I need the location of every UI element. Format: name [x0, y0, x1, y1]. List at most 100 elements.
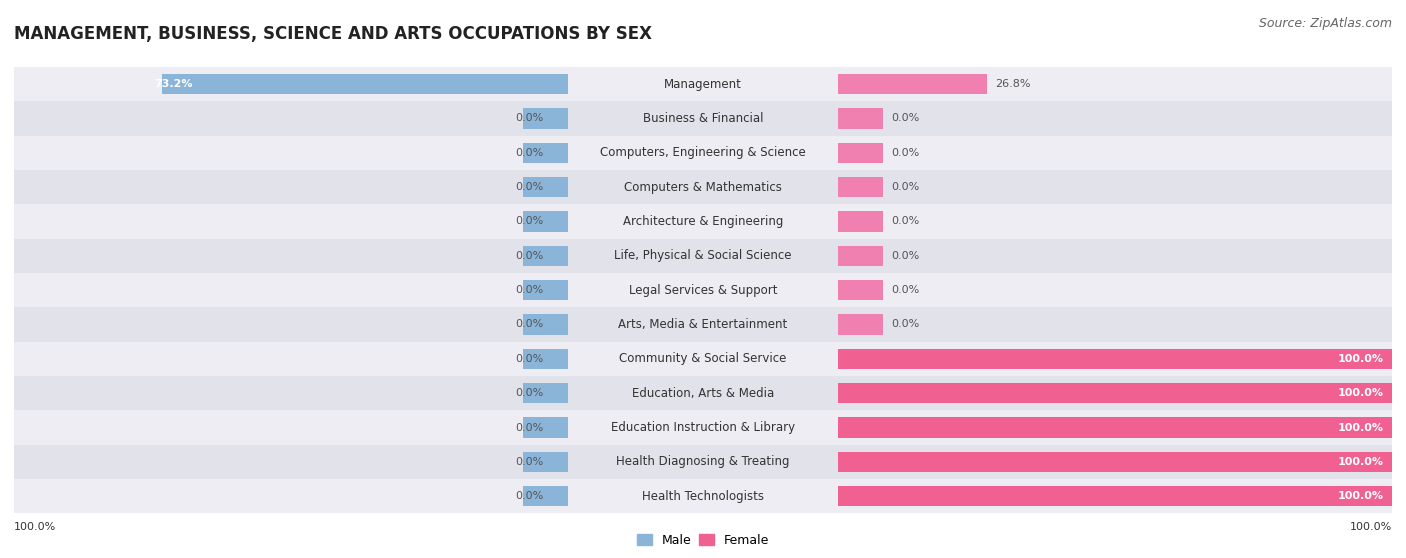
Bar: [14, 376, 568, 410]
Text: Computers, Engineering & Science: Computers, Engineering & Science: [600, 146, 806, 159]
Bar: [838, 74, 987, 94]
Bar: [523, 142, 568, 163]
Text: 0.0%: 0.0%: [891, 285, 920, 295]
Text: 0.0%: 0.0%: [891, 182, 920, 192]
Text: Architecture & Engineering: Architecture & Engineering: [623, 215, 783, 228]
Bar: [14, 341, 568, 376]
Bar: [838, 410, 1392, 445]
Bar: [838, 170, 1392, 204]
Bar: [838, 307, 1392, 341]
Text: 0.0%: 0.0%: [515, 217, 543, 227]
Text: 0.0%: 0.0%: [515, 182, 543, 192]
Bar: [838, 280, 883, 300]
Bar: [568, 445, 838, 479]
Bar: [14, 136, 568, 170]
Text: 0.0%: 0.0%: [515, 388, 543, 398]
Bar: [838, 341, 1392, 376]
Bar: [568, 307, 838, 341]
Bar: [838, 417, 1392, 438]
Bar: [568, 273, 838, 307]
Bar: [838, 383, 1392, 403]
Text: 0.0%: 0.0%: [515, 285, 543, 295]
Text: Management: Management: [664, 78, 742, 90]
Bar: [838, 273, 1392, 307]
Text: 0.0%: 0.0%: [515, 354, 543, 364]
Bar: [14, 102, 568, 136]
Bar: [838, 246, 883, 266]
Bar: [838, 211, 883, 232]
Text: 100.0%: 100.0%: [1337, 354, 1384, 364]
Legend: Male, Female: Male, Female: [631, 529, 775, 552]
Bar: [523, 486, 568, 507]
Bar: [523, 211, 568, 232]
Bar: [14, 445, 568, 479]
Bar: [838, 67, 1392, 102]
Text: 0.0%: 0.0%: [515, 148, 543, 158]
Bar: [838, 479, 1392, 513]
Bar: [14, 410, 568, 445]
Text: Legal Services & Support: Legal Services & Support: [628, 283, 778, 297]
Bar: [838, 314, 883, 335]
Text: 0.0%: 0.0%: [891, 320, 920, 329]
Bar: [14, 204, 568, 239]
Bar: [838, 177, 883, 198]
Bar: [523, 314, 568, 335]
Bar: [14, 479, 568, 513]
Bar: [568, 479, 838, 513]
Text: Arts, Media & Entertainment: Arts, Media & Entertainment: [619, 318, 787, 331]
Text: 0.0%: 0.0%: [891, 148, 920, 158]
Bar: [568, 410, 838, 445]
Bar: [568, 102, 838, 136]
Bar: [838, 451, 1392, 472]
Text: 0.0%: 0.0%: [891, 251, 920, 261]
Text: 100.0%: 100.0%: [1350, 522, 1392, 532]
Bar: [568, 341, 838, 376]
Text: 100.0%: 100.0%: [1337, 457, 1384, 467]
Text: Health Diagnosing & Treating: Health Diagnosing & Treating: [616, 455, 790, 468]
Bar: [523, 383, 568, 403]
Bar: [838, 349, 1392, 369]
Bar: [838, 142, 883, 163]
Bar: [523, 349, 568, 369]
Bar: [838, 102, 1392, 136]
Text: Community & Social Service: Community & Social Service: [619, 352, 787, 365]
Text: Life, Physical & Social Science: Life, Physical & Social Science: [614, 249, 792, 262]
Bar: [14, 307, 568, 341]
Bar: [568, 67, 838, 102]
Text: 73.2%: 73.2%: [155, 79, 193, 89]
Bar: [838, 445, 1392, 479]
Text: 0.0%: 0.0%: [515, 422, 543, 432]
Text: Education Instruction & Library: Education Instruction & Library: [612, 421, 794, 434]
Bar: [523, 451, 568, 472]
Text: 0.0%: 0.0%: [891, 217, 920, 227]
Bar: [523, 246, 568, 266]
Text: 0.0%: 0.0%: [515, 251, 543, 261]
Text: 0.0%: 0.0%: [515, 320, 543, 329]
Bar: [163, 74, 568, 94]
Bar: [568, 204, 838, 239]
Bar: [523, 177, 568, 198]
Bar: [568, 170, 838, 204]
Text: Source: ZipAtlas.com: Source: ZipAtlas.com: [1258, 17, 1392, 30]
Text: 26.8%: 26.8%: [995, 79, 1031, 89]
Text: 0.0%: 0.0%: [515, 457, 543, 467]
Bar: [14, 273, 568, 307]
Bar: [838, 108, 883, 129]
Text: 0.0%: 0.0%: [515, 113, 543, 123]
Text: 100.0%: 100.0%: [1337, 422, 1384, 432]
Bar: [523, 280, 568, 300]
Bar: [838, 239, 1392, 273]
Text: 100.0%: 100.0%: [14, 522, 56, 532]
Bar: [568, 239, 838, 273]
Bar: [14, 239, 568, 273]
Bar: [523, 108, 568, 129]
Text: 0.0%: 0.0%: [891, 113, 920, 123]
Text: 0.0%: 0.0%: [515, 491, 543, 501]
Bar: [838, 136, 1392, 170]
Bar: [568, 136, 838, 170]
Text: 100.0%: 100.0%: [1337, 388, 1384, 398]
Text: 100.0%: 100.0%: [1337, 491, 1384, 501]
Text: MANAGEMENT, BUSINESS, SCIENCE AND ARTS OCCUPATIONS BY SEX: MANAGEMENT, BUSINESS, SCIENCE AND ARTS O…: [14, 25, 652, 43]
Bar: [14, 67, 568, 102]
Text: Education, Arts & Media: Education, Arts & Media: [631, 387, 775, 400]
